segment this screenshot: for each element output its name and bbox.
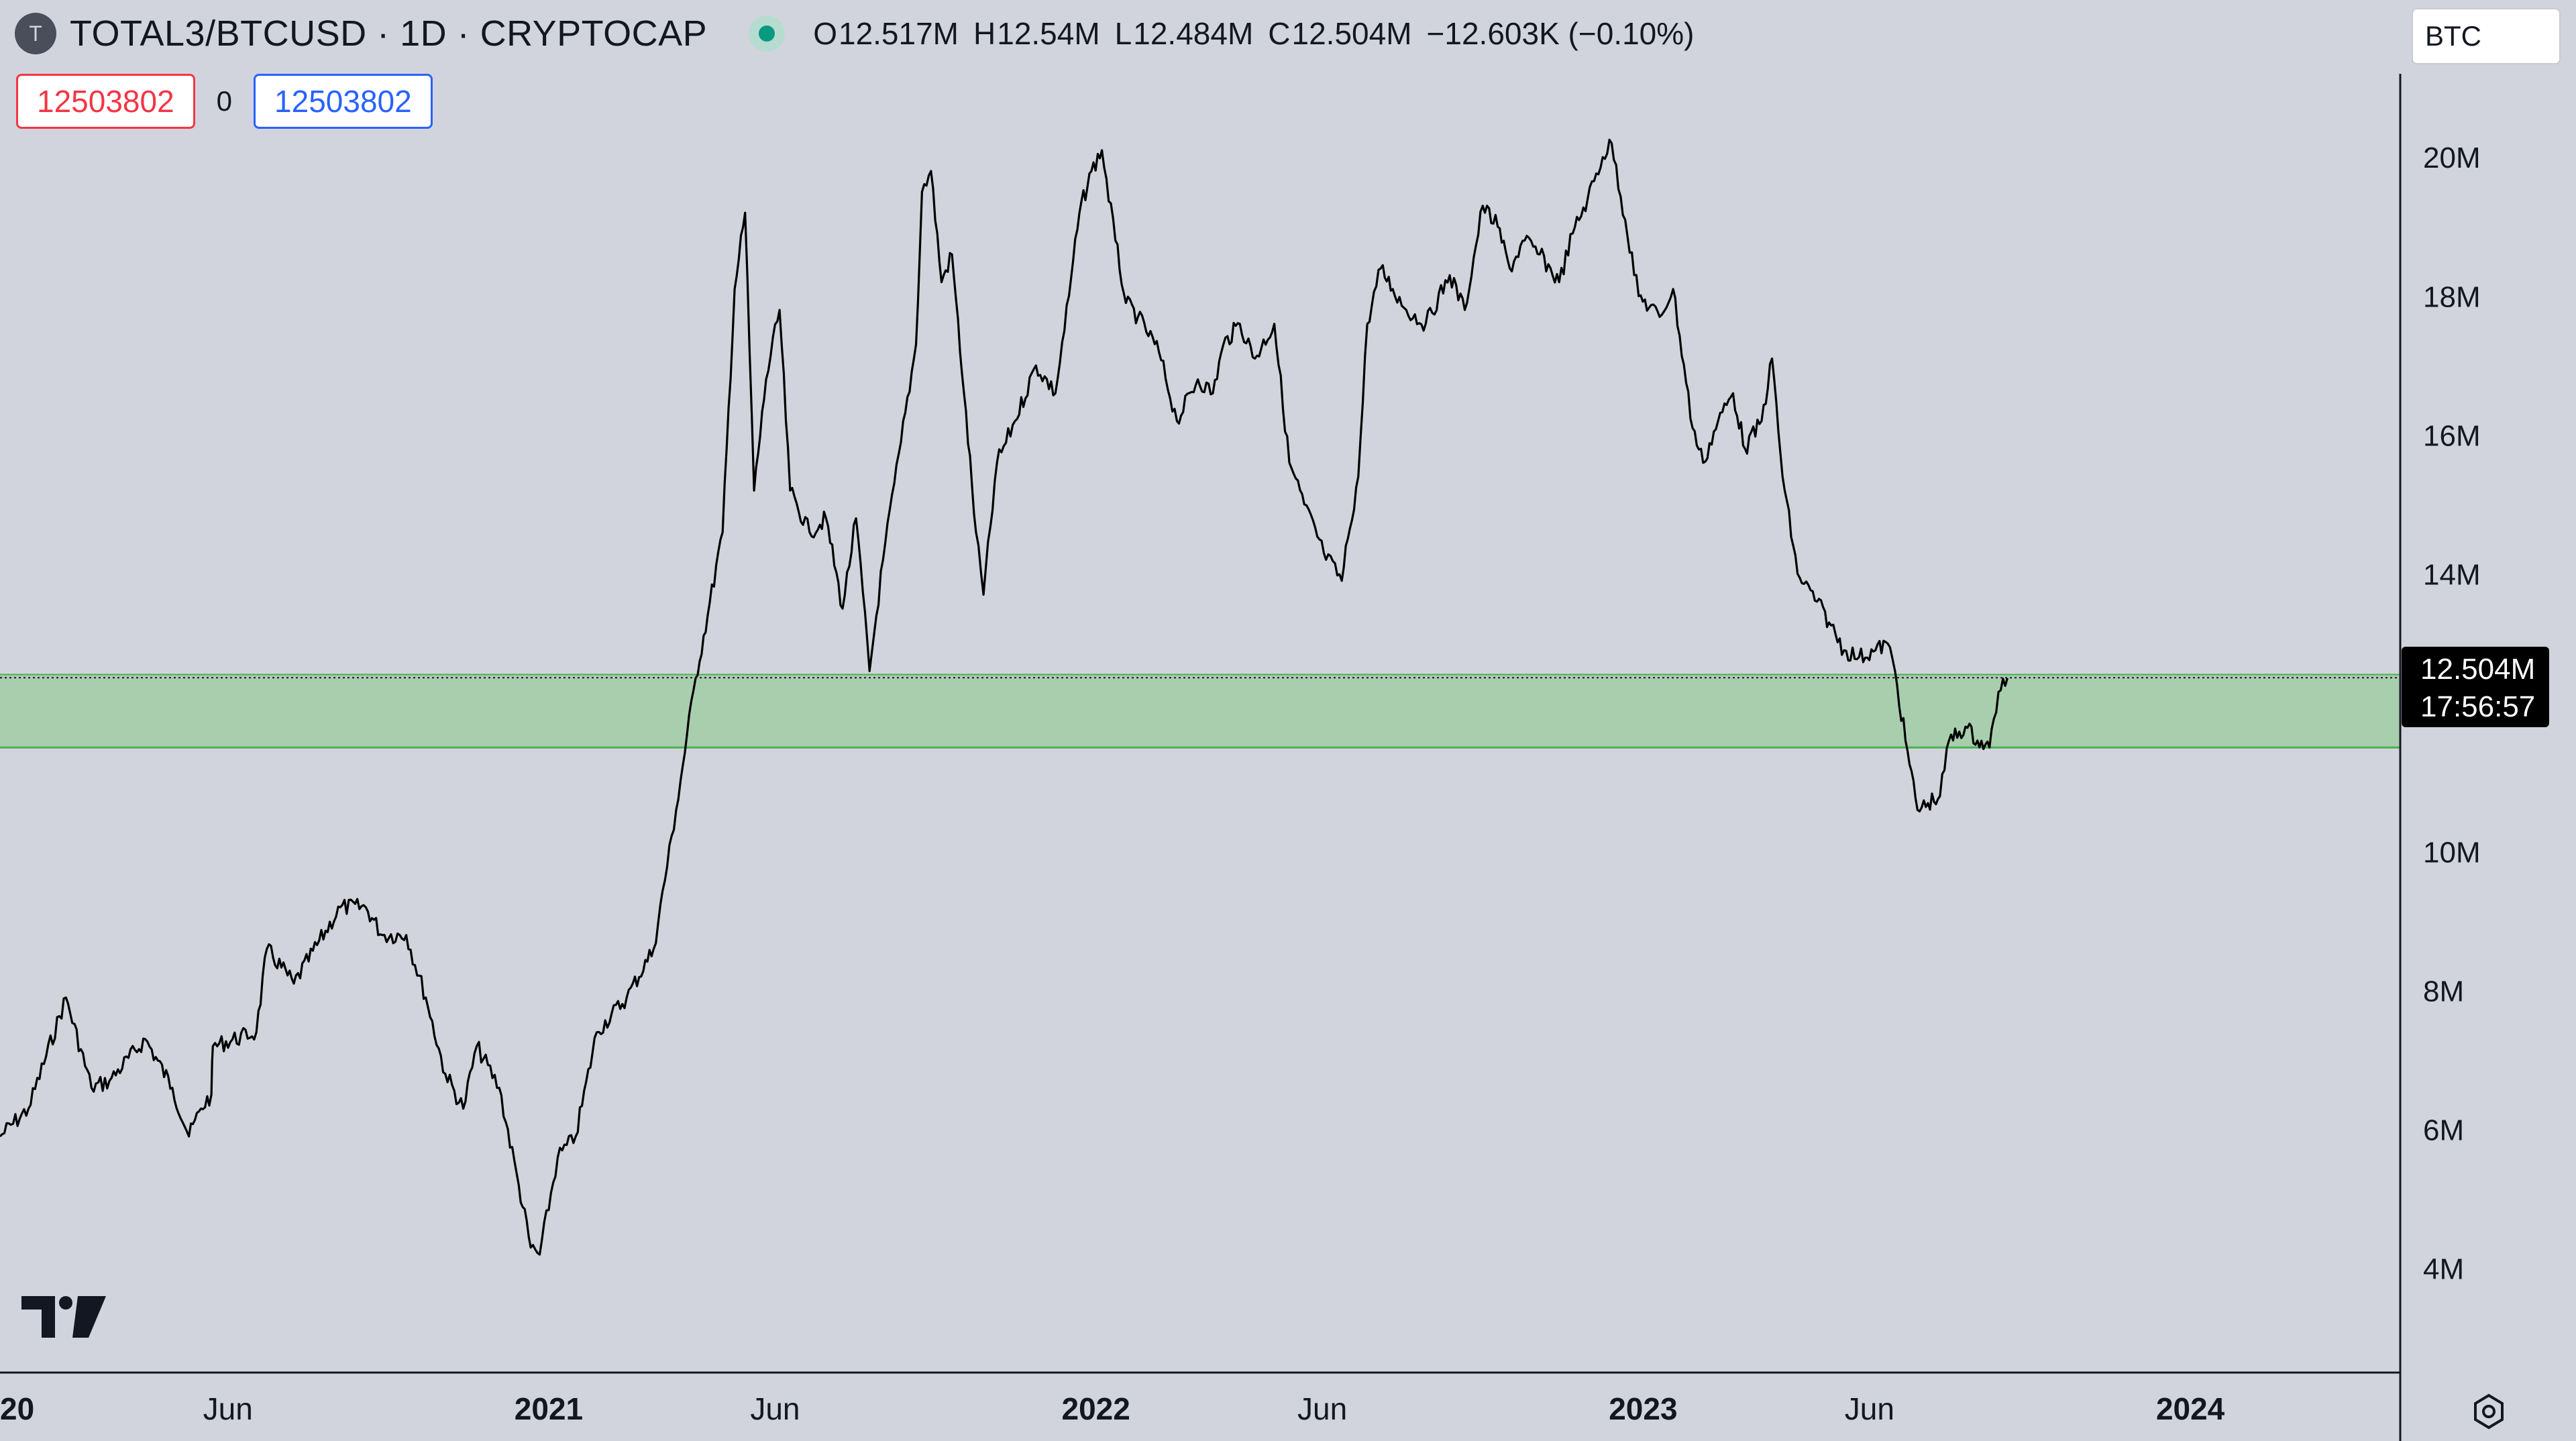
ohlc-open-value: 12.517M [838,16,959,51]
y-tick-label: 14M [2423,558,2481,591]
price-series-line [0,138,2009,1256]
market-status-dot [759,25,775,42]
ohlc-change: −12.603K (−0.10%) [1426,16,1695,51]
last-price-value: 12.504M [2420,653,2535,686]
y-tick-label: 4M [2423,1253,2464,1286]
x-tick-label: 2023 [1609,1391,1677,1426]
time-axis[interactable]: 2020 Jun 2021 Jun 2022 Jun 2023 Jun 2024 [0,1391,2225,1426]
y-tick-label: 6M [2423,1114,2464,1147]
x-tick-label: Jun [750,1391,800,1426]
sell-button[interactable]: 12503802 [16,74,195,129]
spread-value: 0 [216,85,233,117]
price-axis[interactable]: 20M 18M 16M 14M 10M 8M 6M 4M [2423,142,2481,1285]
ohlc-high: H12.54M [973,15,1100,52]
tradingview-logo-icon[interactable] [21,1293,106,1342]
support-zone[interactable] [0,674,2400,748]
y-tick-label: 10M [2423,837,2481,869]
order-panel: 12503802 0 12503802 [16,74,433,129]
y-tick-label: 8M [2423,975,2464,1008]
symbol-title[interactable]: TOTAL3/BTCUSD · 1D · CRYPTOCAP [70,13,708,54]
symbol-logo-letter: T [29,21,42,46]
support-zone-layer [0,674,2400,749]
bar-countdown: 17:56:57 [2420,690,2535,723]
currency-selector[interactable]: BTC [2412,8,2561,64]
ohlc-close: C12.504M [1268,15,1411,52]
symbol-logo-icon[interactable]: T [15,13,56,54]
ohlc-low-value: 12.484M [1133,16,1254,51]
ohlc-close-key: C [1268,16,1291,51]
last-price-label-layer: 12.504M 17:56:57 [2402,647,2549,727]
ohlc-high-key: H [973,16,996,51]
ohlc-open: O12.517M [813,15,959,52]
symbol-header: T TOTAL3/BTCUSD · 1D · CRYPTOCAP O12.517… [15,7,1694,60]
x-tick-label: Jun [1297,1391,1347,1426]
ohlc-values: O12.517M H12.54M L12.484M C12.504M −12.6… [813,15,1694,52]
y-tick-label: 16M [2423,419,2481,452]
last-price-label [2402,647,2549,727]
x-tick-label: 2024 [2156,1391,2225,1426]
ohlc-open-key: O [813,16,837,51]
x-tick-label: 2022 [1062,1391,1130,1426]
axis-settings-icon[interactable] [2469,1391,2509,1432]
x-tick-label: Jun [1845,1391,1894,1426]
x-tick-label: 2020 [0,1391,34,1426]
x-tick-label: Jun [203,1391,253,1426]
ohlc-low: L12.484M [1115,15,1254,52]
market-status-icon[interactable] [749,15,786,52]
price-series-layer [0,138,2009,1256]
ohlc-low-key: L [1114,16,1132,51]
ohlc-high-value: 12.54M [997,16,1100,51]
y-tick-label: 18M [2423,280,2481,313]
x-tick-label: 2021 [515,1391,583,1426]
y-tick-label: 20M [2423,142,2481,174]
ohlc-close-value: 12.504M [1291,16,1412,51]
buy-button[interactable]: 12503802 [254,74,433,129]
